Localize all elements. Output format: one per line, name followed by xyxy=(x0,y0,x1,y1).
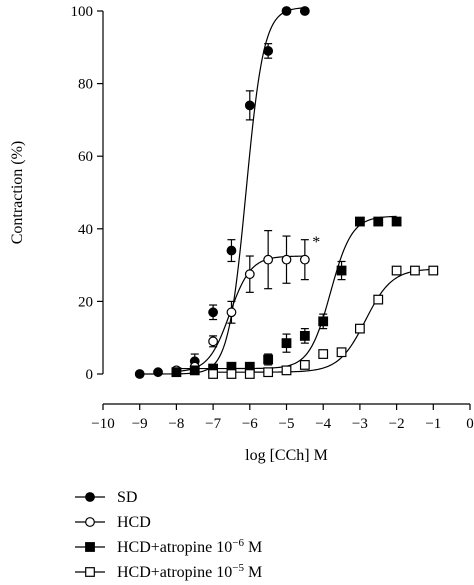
significance-asterisk: * xyxy=(312,234,320,251)
data-point-series-4 xyxy=(410,265,420,276)
legend-label: HCD+atropine 10−5 M xyxy=(117,562,262,581)
data-point-series-4 xyxy=(336,347,347,358)
data-point-series-2 xyxy=(263,254,274,265)
data-point-series-1 xyxy=(263,46,274,56)
y-axis-title: Contraction (%) xyxy=(9,141,26,245)
data-point-series-4 xyxy=(318,349,329,359)
data-point-series-1 xyxy=(299,6,310,16)
data-point-series-3 xyxy=(355,216,365,227)
data-point-series-2 xyxy=(208,336,219,347)
data-point-series-3 xyxy=(263,354,274,365)
data-point-series-1 xyxy=(281,6,292,16)
data-point-series-2 xyxy=(281,254,292,265)
data-point-series-4 xyxy=(263,367,274,378)
data-points xyxy=(134,6,439,379)
x-tick-label: −6 xyxy=(242,416,258,432)
y-tick-label: 100 xyxy=(71,4,94,20)
data-point-series-1 xyxy=(134,369,145,379)
legend-label: HCD xyxy=(117,514,151,531)
data-point-series-4 xyxy=(355,323,365,334)
data-point-series-4 xyxy=(226,369,237,379)
data-point-series-2 xyxy=(299,254,310,265)
x-tick-label: −9 xyxy=(132,416,148,432)
data-point-series-4 xyxy=(391,265,402,276)
y-tick-label: 60 xyxy=(78,149,93,165)
data-point-series-3 xyxy=(373,216,384,227)
legend-marker xyxy=(85,517,95,527)
y-tick-label: 40 xyxy=(78,222,93,238)
y-tick-label: 20 xyxy=(78,294,93,310)
legend-marker xyxy=(85,492,95,502)
legend: SD HCD HCD+atropine 10−6 M HCD+atropine 10−… xyxy=(75,489,262,581)
data-point-series-1 xyxy=(226,245,237,256)
y-tick-label: 80 xyxy=(78,77,93,93)
data-point-series-4 xyxy=(208,369,219,379)
data-point-series-3 xyxy=(336,265,347,276)
legend-marker xyxy=(85,567,95,577)
data-point-series-4 xyxy=(428,265,439,276)
annotations: * xyxy=(312,234,320,251)
x-tick-label: −3 xyxy=(352,416,368,432)
data-point-series-4 xyxy=(373,294,384,305)
data-point-series-3 xyxy=(318,316,329,327)
x-tick-label: −1 xyxy=(425,416,441,432)
x-tick-label: −10 xyxy=(91,416,114,432)
data-point-series-1 xyxy=(208,307,219,318)
x-tick-label: −4 xyxy=(315,416,331,432)
fit-curve-series-1 xyxy=(139,7,305,375)
x-tick-label: −2 xyxy=(389,416,405,432)
legend-item: HCD xyxy=(75,514,151,531)
error-bars xyxy=(190,43,383,370)
data-point-series-4 xyxy=(244,369,255,379)
data-point-series-3 xyxy=(391,216,402,227)
legend-marker xyxy=(85,542,95,552)
legend-label: HCD+atropine 10−6 M xyxy=(117,537,262,556)
x-axis-title: log [CCh] M xyxy=(245,447,328,464)
fit-curves xyxy=(139,7,434,375)
legend-label: SD xyxy=(117,489,137,506)
data-point-series-2 xyxy=(244,269,255,280)
data-point-series-1 xyxy=(244,100,255,111)
data-point-series-4 xyxy=(299,360,310,370)
data-point-series-4 xyxy=(281,365,292,376)
legend-item: SD xyxy=(75,489,137,506)
x-tick-label: 0 xyxy=(466,416,474,432)
data-point-series-3 xyxy=(281,338,292,349)
data-point-series-3 xyxy=(299,330,310,341)
y-tick-label: 0 xyxy=(86,367,94,383)
x-tick-label: −7 xyxy=(205,416,221,432)
x-tick-label: −8 xyxy=(168,416,184,432)
legend-item: HCD+atropine 10−6 M xyxy=(75,537,262,556)
x-tick-label: −5 xyxy=(279,416,295,432)
data-point-series-3 xyxy=(171,367,182,378)
data-point-series-3 xyxy=(189,365,200,376)
data-point-series-2 xyxy=(226,307,237,318)
legend-item: HCD+atropine 10−5 M xyxy=(75,562,262,581)
data-point-series-1 xyxy=(153,367,163,378)
